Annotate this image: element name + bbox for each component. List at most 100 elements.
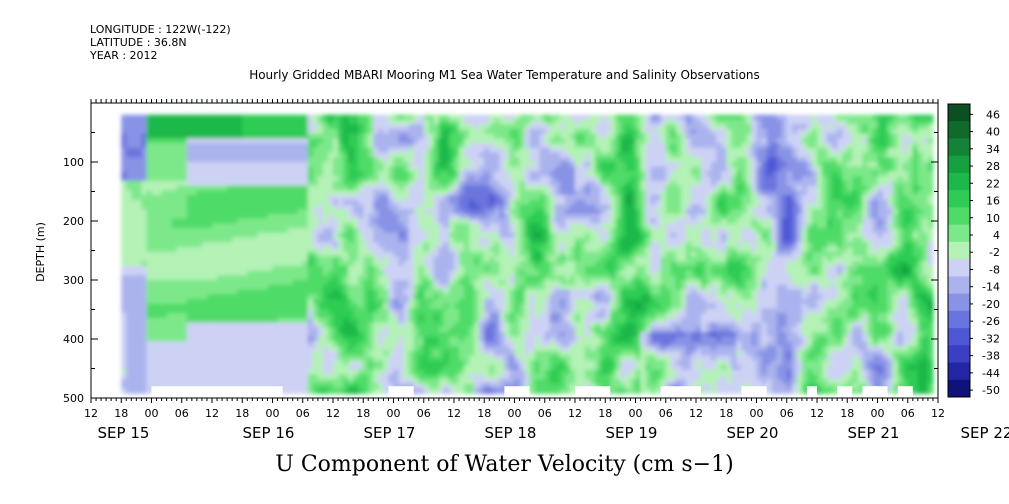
heatmap-cell	[287, 124, 294, 130]
heatmap-cell	[418, 346, 425, 352]
heatmap-cell	[484, 369, 490, 376]
heatmap-cell	[217, 270, 223, 276]
heatmap-cell	[237, 119, 243, 125]
heatmap-cell	[428, 355, 435, 361]
heatmap-cell	[237, 190, 243, 196]
heatmap-cell	[348, 147, 354, 154]
heatmap-cell	[282, 232, 289, 239]
heatmap-cell	[524, 280, 531, 286]
heatmap-cell	[252, 374, 258, 380]
heatmap-cell	[176, 270, 183, 276]
heatmap-cell	[393, 247, 400, 253]
heatmap-cell	[443, 143, 450, 149]
heatmap-cell	[428, 195, 435, 201]
heatmap-cell	[317, 185, 324, 191]
heatmap-cell	[373, 195, 379, 201]
heatmap-cell	[338, 242, 344, 248]
heatmap-cell	[534, 261, 541, 267]
heatmap-cell	[156, 275, 163, 281]
heatmap-cell	[363, 157, 369, 163]
heatmap-cell	[499, 180, 506, 187]
heatmap-cell	[443, 199, 450, 206]
heatmap-cell	[317, 218, 324, 224]
heatmap-cell	[423, 195, 430, 201]
heatmap-cell	[217, 317, 223, 324]
heatmap-cell	[484, 180, 490, 187]
heatmap-cell	[443, 355, 450, 361]
heatmap-cell	[388, 365, 395, 371]
heatmap-cell	[474, 294, 480, 300]
heatmap-cell	[348, 228, 354, 234]
heatmap-cell	[151, 204, 158, 210]
heatmap-cell	[494, 336, 500, 342]
heatmap-cell	[217, 228, 223, 234]
heatmap-cell	[343, 317, 349, 324]
heatmap-cell	[499, 289, 506, 295]
heatmap-cell	[287, 223, 294, 229]
heatmap-cell	[191, 327, 198, 333]
heatmap-cell	[524, 180, 531, 187]
heatmap-cell	[227, 379, 233, 385]
heatmap-cell	[338, 213, 344, 220]
heatmap-cell	[237, 256, 243, 262]
heatmap-cell	[544, 237, 551, 243]
heatmap-cell	[292, 171, 299, 177]
heatmap-cell	[282, 180, 289, 187]
heatmap-cell	[272, 185, 279, 191]
heatmap-cell	[191, 180, 198, 187]
heatmap-cell	[232, 317, 238, 324]
heatmap-cell	[348, 204, 354, 210]
heatmap-cell	[242, 199, 248, 206]
heatmap-cell	[237, 228, 243, 234]
heatmap-cell	[121, 383, 127, 390]
heatmap-cell	[449, 298, 455, 305]
heatmap-cell	[257, 294, 264, 300]
heatmap-cell	[388, 143, 395, 149]
heatmap-cell	[524, 313, 531, 319]
heatmap-cell	[146, 308, 153, 314]
heatmap-cell	[176, 247, 183, 253]
heatmap-cell	[237, 185, 243, 191]
heatmap-cell	[398, 228, 405, 234]
heatmap-cell	[398, 350, 405, 357]
heatmap-cell	[368, 171, 374, 177]
heatmap-cell	[307, 209, 314, 215]
heatmap-cell	[247, 213, 253, 220]
heatmap-cell	[459, 166, 465, 173]
heatmap-cell	[262, 162, 269, 168]
heatmap-cell	[146, 379, 153, 385]
heatmap-cell	[529, 251, 536, 258]
heatmap-cell	[131, 298, 137, 305]
heatmap-cell	[151, 247, 158, 253]
heatmap-cell	[212, 204, 218, 210]
heatmap-cell	[433, 256, 440, 262]
heatmap-cell	[514, 133, 521, 140]
heatmap-cell	[499, 350, 506, 357]
heatmap-cell	[383, 298, 390, 305]
heatmap-cell	[479, 204, 485, 210]
heatmap-cell	[413, 322, 420, 328]
heatmap-cell	[161, 114, 168, 121]
heatmap-cell	[484, 185, 490, 191]
heatmap-cell	[242, 256, 248, 262]
heatmap-cell	[181, 374, 188, 380]
heatmap-cell	[529, 360, 536, 366]
heatmap-cell	[307, 143, 314, 149]
heatmap-cell	[176, 365, 183, 371]
heatmap-cell	[459, 294, 465, 300]
heatmap-cell	[257, 133, 264, 140]
heatmap-cell	[383, 346, 390, 352]
heatmap-cell	[292, 388, 299, 394]
heatmap-cell	[287, 280, 294, 286]
heatmap-cell	[358, 369, 364, 376]
heatmap-cell	[227, 355, 233, 361]
heatmap-cell	[459, 355, 465, 361]
heatmap-cell	[494, 247, 500, 253]
heatmap-cell	[317, 322, 324, 328]
heatmap-cell	[358, 360, 364, 366]
heatmap-cell	[383, 195, 390, 201]
heatmap-cell	[383, 124, 390, 130]
heatmap-cell	[282, 256, 289, 262]
heatmap-cell	[403, 275, 410, 281]
heatmap-cell	[524, 322, 531, 328]
